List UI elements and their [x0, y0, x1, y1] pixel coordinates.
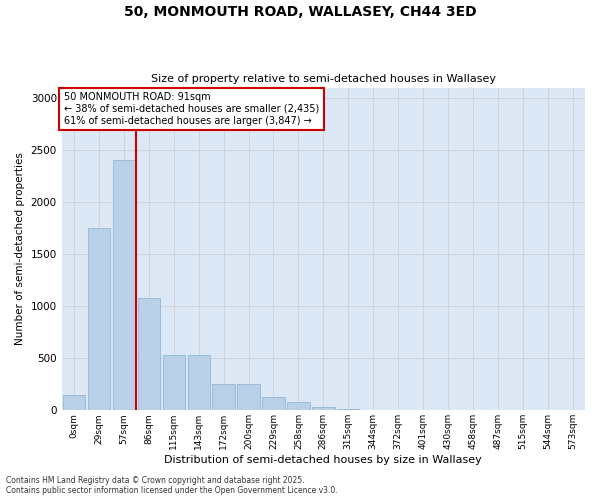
Y-axis label: Number of semi-detached properties: Number of semi-detached properties [15, 152, 25, 346]
Text: 50, MONMOUTH ROAD, WALLASEY, CH44 3ED: 50, MONMOUTH ROAD, WALLASEY, CH44 3ED [124, 5, 476, 19]
Text: 50 MONMOUTH ROAD: 91sqm
← 38% of semi-detached houses are smaller (2,435)
61% of: 50 MONMOUTH ROAD: 91sqm ← 38% of semi-de… [64, 92, 320, 126]
Bar [188, 355, 210, 410]
Text: Contains HM Land Registry data © Crown copyright and database right 2025.
Contai: Contains HM Land Registry data © Crown c… [6, 476, 338, 495]
Bar [163, 355, 185, 410]
Bar [113, 160, 135, 410]
Title: Size of property relative to semi-detached houses in Wallasey: Size of property relative to semi-detach… [151, 74, 496, 84]
Bar [63, 394, 85, 410]
Bar [287, 402, 310, 410]
Bar [337, 408, 359, 410]
Bar [137, 298, 160, 410]
X-axis label: Distribution of semi-detached houses by size in Wallasey: Distribution of semi-detached houses by … [164, 455, 482, 465]
Bar [262, 397, 285, 410]
Bar [238, 384, 260, 410]
Bar [212, 384, 235, 410]
Bar [312, 407, 335, 410]
Bar [88, 228, 110, 410]
